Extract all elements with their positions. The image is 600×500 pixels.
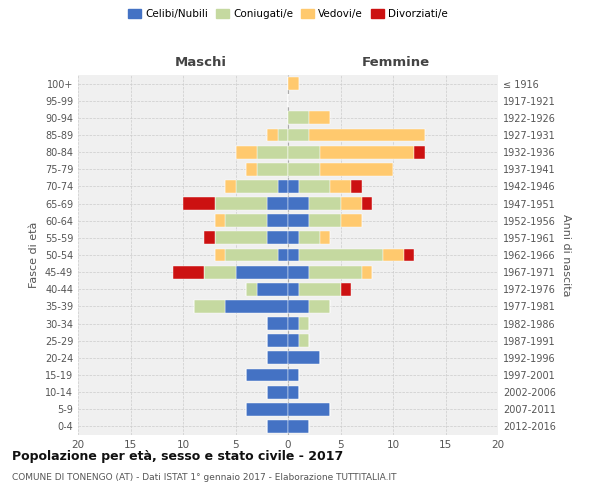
Bar [288, 317, 299, 330]
Bar [267, 386, 288, 398]
Text: Femmine: Femmine [362, 56, 430, 69]
Bar [309, 112, 330, 124]
Bar [246, 283, 257, 296]
Bar [309, 197, 341, 210]
Bar [288, 300, 309, 313]
Bar [288, 266, 309, 278]
Text: COMUNE DI TONENGO (AT) - Dati ISTAT 1° gennaio 2017 - Elaborazione TUTTITALIA.IT: COMUNE DI TONENGO (AT) - Dati ISTAT 1° g… [12, 472, 397, 482]
Bar [204, 232, 215, 244]
Bar [288, 403, 330, 415]
Bar [383, 248, 404, 262]
Bar [215, 197, 267, 210]
Bar [288, 214, 309, 227]
Bar [267, 197, 288, 210]
Bar [299, 180, 330, 193]
Bar [235, 146, 257, 158]
Bar [267, 420, 288, 433]
Bar [341, 197, 361, 210]
Bar [330, 180, 351, 193]
Bar [288, 163, 320, 175]
Text: Maschi: Maschi [175, 56, 227, 69]
Y-axis label: Fasce di età: Fasce di età [29, 222, 39, 288]
Bar [361, 266, 372, 278]
Bar [288, 352, 320, 364]
Bar [215, 214, 225, 227]
Bar [235, 266, 288, 278]
Bar [267, 232, 288, 244]
Bar [288, 77, 299, 90]
Bar [225, 248, 277, 262]
Bar [215, 248, 225, 262]
Bar [288, 334, 299, 347]
Bar [277, 248, 288, 262]
Bar [299, 334, 309, 347]
Bar [288, 180, 299, 193]
Bar [299, 248, 383, 262]
Bar [288, 283, 299, 296]
Bar [288, 146, 320, 158]
Bar [193, 300, 225, 313]
Bar [299, 283, 341, 296]
Bar [183, 197, 215, 210]
Bar [341, 283, 351, 296]
Bar [288, 420, 309, 433]
Bar [288, 112, 309, 124]
Bar [288, 232, 299, 244]
Bar [414, 146, 425, 158]
Bar [257, 163, 288, 175]
Bar [288, 128, 309, 141]
Bar [267, 352, 288, 364]
Bar [257, 146, 288, 158]
Bar [320, 146, 414, 158]
Bar [320, 163, 393, 175]
Bar [288, 248, 299, 262]
Bar [351, 180, 361, 193]
Bar [288, 368, 299, 382]
Bar [309, 128, 425, 141]
Bar [173, 266, 204, 278]
Bar [341, 214, 361, 227]
Bar [320, 232, 330, 244]
Bar [288, 386, 299, 398]
Bar [267, 128, 277, 141]
Bar [246, 403, 288, 415]
Bar [277, 180, 288, 193]
Bar [225, 214, 267, 227]
Bar [309, 266, 361, 278]
Bar [267, 334, 288, 347]
Bar [288, 197, 309, 210]
Bar [361, 197, 372, 210]
Bar [309, 214, 341, 227]
Bar [257, 283, 288, 296]
Bar [225, 300, 288, 313]
Y-axis label: Anni di nascita: Anni di nascita [561, 214, 571, 296]
Bar [215, 232, 267, 244]
Bar [404, 248, 414, 262]
Text: Popolazione per età, sesso e stato civile - 2017: Popolazione per età, sesso e stato civil… [12, 450, 343, 463]
Bar [277, 128, 288, 141]
Bar [299, 232, 320, 244]
Bar [204, 266, 235, 278]
Bar [267, 317, 288, 330]
Bar [299, 317, 309, 330]
Bar [309, 300, 330, 313]
Bar [235, 180, 277, 193]
Bar [225, 180, 235, 193]
Bar [267, 214, 288, 227]
Legend: Celibi/Nubili, Coniugati/e, Vedovi/e, Divorziati/e: Celibi/Nubili, Coniugati/e, Vedovi/e, Di… [124, 4, 452, 23]
Bar [246, 163, 257, 175]
Bar [246, 368, 288, 382]
